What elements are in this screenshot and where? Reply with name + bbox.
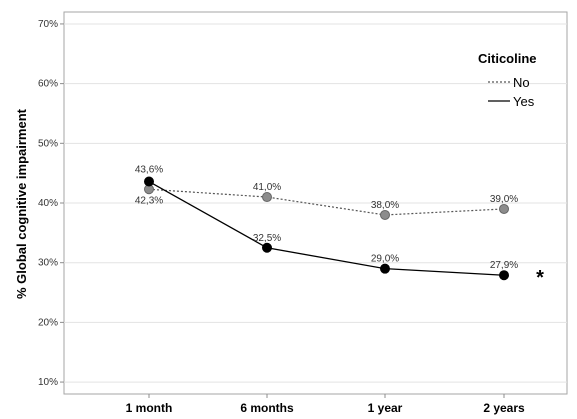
data-label: 41,0% xyxy=(253,182,281,193)
significance-annotation: * xyxy=(536,267,544,289)
data-point-no xyxy=(380,209,390,220)
y-axis-label: % Global cognitive impairment xyxy=(14,108,29,299)
y-tick-label: 20% xyxy=(38,317,58,328)
data-point-yes xyxy=(262,242,272,253)
y-tick-label: 10% xyxy=(38,377,58,388)
legend-label-yes: Yes xyxy=(513,94,535,109)
y-tick-label: 60% xyxy=(38,79,58,90)
x-axis-ticks: 1 month 6 months 1 year 2 years xyxy=(126,394,525,415)
y-tick-label: 30% xyxy=(38,258,58,269)
data-label: 32,5% xyxy=(253,233,281,244)
data-labels: 42,3% 41,0% 38,0% 39,0% 43,6% 32,5% 29,0% 27,9%… xyxy=(135,165,544,290)
series-lines xyxy=(144,176,509,281)
data-label: 43,6% xyxy=(135,165,163,176)
legend-title: Citicoline xyxy=(478,51,537,66)
data-label: 42,3% xyxy=(135,195,163,206)
y-tick-label: 50% xyxy=(38,138,58,149)
grid-lines xyxy=(64,23,567,383)
series-line-yes xyxy=(148,180,505,276)
data-label: 27,9% xyxy=(490,260,518,271)
x-tick-label: 6 months xyxy=(240,401,294,415)
data-label: 38,0% xyxy=(371,200,399,211)
x-tick-label: 1 year xyxy=(368,401,403,415)
series-line-no xyxy=(148,188,505,216)
legend-label-no: No xyxy=(513,75,530,90)
data-point-yes xyxy=(499,270,509,281)
legend: Citicoline No Yes xyxy=(478,51,537,109)
data-point-yes xyxy=(380,263,390,274)
y-tick-label: 70% xyxy=(38,19,58,30)
y-axis-ticks: 10% 20% 30% 40% 50% 60% 70% xyxy=(38,19,64,388)
data-label: 29,0% xyxy=(371,254,399,265)
data-point-no xyxy=(262,192,272,203)
x-tick-label: 2 years xyxy=(483,401,525,415)
data-label: 39,0% xyxy=(490,194,518,205)
data-point-yes xyxy=(144,176,154,187)
data-point-no xyxy=(499,203,509,214)
y-tick-label: 40% xyxy=(38,198,58,209)
x-tick-label: 1 month xyxy=(126,401,173,415)
